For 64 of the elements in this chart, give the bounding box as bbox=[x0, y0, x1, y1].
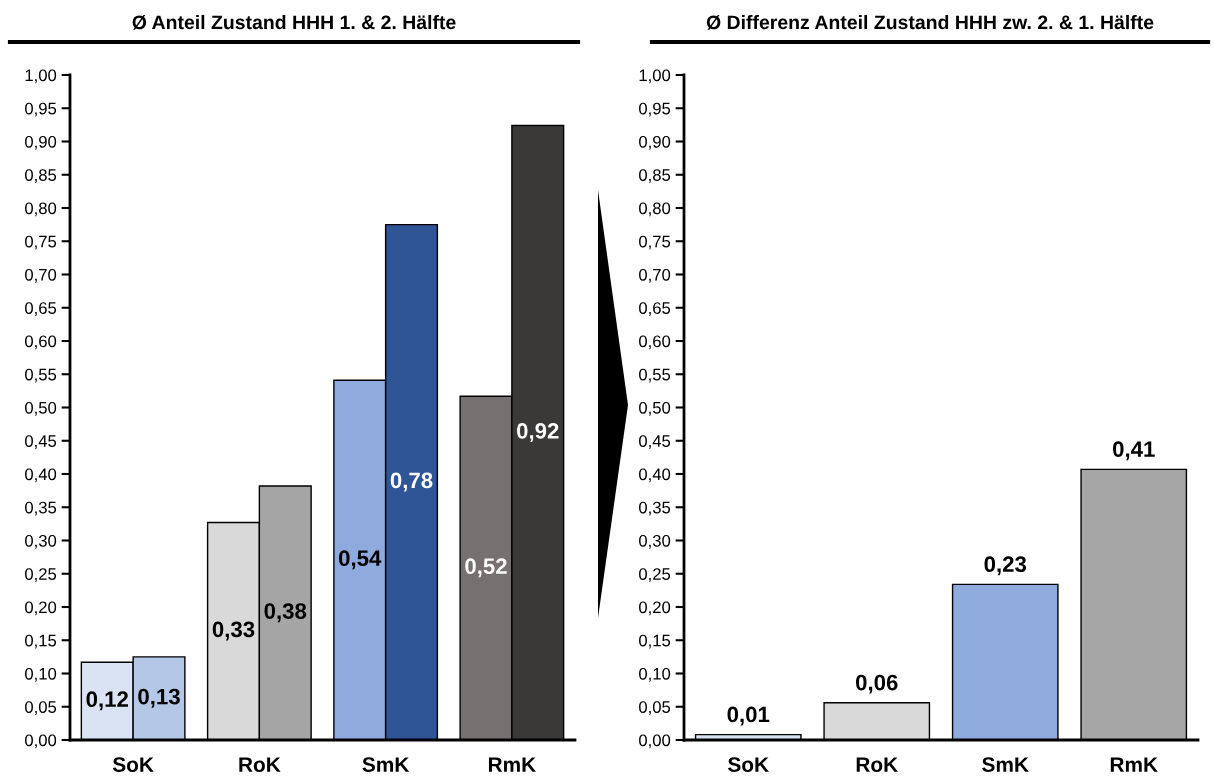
y-tick-label: 0,65 bbox=[639, 302, 671, 316]
y-tick-label: 0,15 bbox=[639, 634, 671, 649]
y-tick-label: 0,50 bbox=[639, 401, 671, 416]
data-label: 0,12 bbox=[86, 691, 128, 711]
y-tick-label: 0,85 bbox=[25, 169, 57, 183]
y-tick-label: 0,40 bbox=[25, 468, 57, 483]
y-tick-label: 0,20 bbox=[639, 601, 671, 616]
data-label: 0,06 bbox=[856, 674, 898, 694]
data-label: 0,13 bbox=[138, 688, 180, 708]
x-tick-label: SmK bbox=[362, 757, 410, 772]
y-tick-label: 0,00 bbox=[25, 734, 57, 749]
y-tick-label: 0,60 bbox=[639, 335, 671, 350]
y-tick-label: 0,05 bbox=[25, 701, 57, 715]
data-label: 0,38 bbox=[264, 603, 307, 623]
data-label: 0,01 bbox=[727, 706, 770, 726]
x-tick-label: RmK bbox=[1110, 757, 1158, 772]
y-tick-label: 0,75 bbox=[25, 235, 57, 250]
y-tick-label: 0,65 bbox=[25, 302, 57, 316]
x-tick-label: SoK bbox=[728, 757, 769, 772]
data-label: 0,41 bbox=[1113, 441, 1155, 461]
data-label: 0,54 bbox=[339, 550, 382, 570]
y-tick-label: 0,20 bbox=[25, 601, 57, 616]
y-tick-label: 0,55 bbox=[639, 368, 671, 383]
data-label: 0,23 bbox=[984, 556, 1027, 576]
y-tick-label: 0,60 bbox=[25, 335, 57, 350]
y-tick-label: 0,80 bbox=[639, 202, 671, 217]
y-tick-label: 0,25 bbox=[639, 568, 671, 582]
data-label: 0,33 bbox=[212, 621, 255, 641]
x-tick-label: RoK bbox=[239, 757, 281, 772]
y-tick-label: 0,50 bbox=[25, 401, 57, 416]
y-tick-label: 0,70 bbox=[25, 268, 57, 283]
y-tick-label: 0,90 bbox=[639, 135, 671, 150]
chart-title: Ø Differenz Anteil Zustand HHH zw. 2. & 1. Hälfte bbox=[706, 14, 1154, 30]
y-tick-label: 0,40 bbox=[639, 468, 671, 483]
y-tick-label: 0,75 bbox=[639, 235, 671, 250]
y-tick-label: 0,35 bbox=[639, 501, 671, 516]
y-tick-label: 0,80 bbox=[25, 202, 57, 217]
chart-title: Ø Anteil Zustand HHH 1. & 2. Hälfte bbox=[132, 14, 456, 30]
data-label: 0,52 bbox=[465, 558, 507, 578]
y-tick-label: 0,95 bbox=[639, 102, 671, 117]
y-tick-label: 0,35 bbox=[25, 501, 57, 516]
y-tick-label: 0,15 bbox=[25, 634, 57, 649]
y-tick-label: 0,55 bbox=[25, 368, 57, 383]
data-label: 0,92 bbox=[517, 423, 559, 442]
y-tick-label: 0,05 bbox=[639, 701, 671, 715]
y-tick-label: 0,45 bbox=[25, 435, 57, 449]
data-label: 0,78 bbox=[390, 472, 433, 492]
y-tick-label: 0,85 bbox=[639, 169, 671, 183]
y-tick-label: 0,95 bbox=[25, 102, 57, 117]
x-tick-label: SoK bbox=[112, 757, 154, 772]
y-tick-label: 0,30 bbox=[25, 534, 57, 549]
y-tick-label: 0,00 bbox=[639, 734, 671, 749]
y-tick-label: 0,70 bbox=[639, 268, 671, 283]
y-tick-label: 0,10 bbox=[639, 667, 671, 682]
y-tick-label: 0,45 bbox=[639, 435, 671, 449]
y-tick-label: 0,90 bbox=[25, 135, 57, 150]
y-tick-label: 0,10 bbox=[25, 667, 57, 682]
y-tick-label: 1,00 bbox=[639, 69, 671, 84]
y-tick-label: 0,30 bbox=[639, 534, 671, 549]
y-tick-label: 1,00 bbox=[25, 69, 57, 84]
x-tick-label: RmK bbox=[488, 757, 536, 772]
y-tick-label: 0,25 bbox=[25, 568, 57, 582]
x-tick-label: RoK bbox=[856, 757, 898, 772]
x-tick-label: SmK bbox=[982, 757, 1029, 772]
